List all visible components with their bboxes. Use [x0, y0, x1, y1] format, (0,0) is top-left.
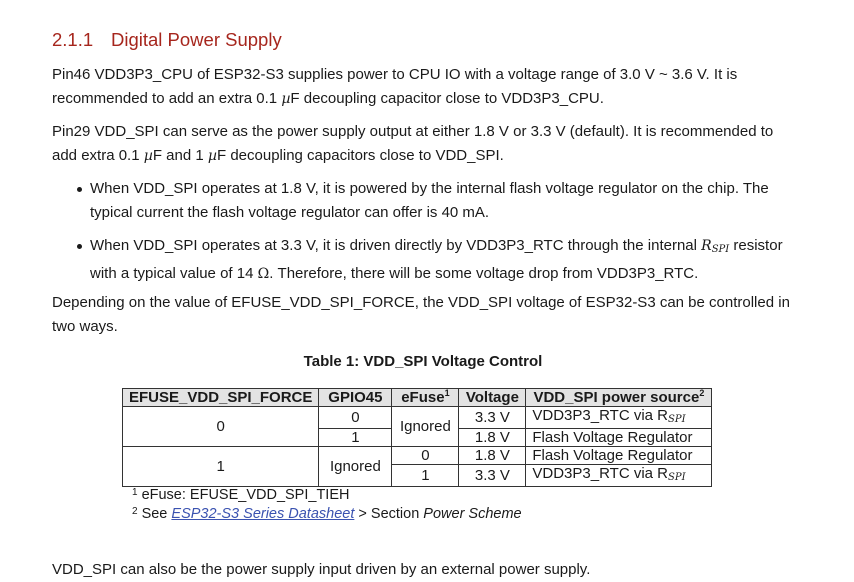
table-row: 1 1.8 V Flash Voltage Regulator [123, 428, 713, 447]
source-cell: VDD3P3_RTC via RSPI [525, 406, 713, 429]
voltage-cell: 3.3 V [458, 464, 527, 487]
table-row: 0 0 Ignored 3.3 V VDD3P3_RTC via RSPI [121, 406, 713, 447]
table-header-row: EFUSE_VDD_SPI_FORCE GPIO45 eFuse1 Voltag… [121, 388, 713, 407]
paragraph-vdd3p3-cpu: Pin46 VDD3P3_CPU of ESP32-S3 supplies po… [52, 66, 738, 107]
table-row: 1 3.3 V VDD3P3_RTC via RSPI [123, 464, 713, 487]
list-item: When VDD_SPI operates at 1.8 V, it is po… [52, 177, 802, 225]
voltage-cell: 1.8 V [458, 428, 527, 447]
header-voltage: Voltage [458, 388, 527, 407]
voltage-cell: 3.3 V [458, 406, 527, 429]
section-title: Digital Power Supply [111, 29, 282, 50]
datasheet-link[interactable]: ESP32-S3 Series Datasheet [171, 506, 355, 522]
gpio-cell: 1 [318, 428, 393, 447]
voltage-cell: 1.8 V [458, 446, 527, 465]
source-cell: Flash Voltage Regulator [525, 428, 713, 447]
table-caption: Table 1: VDD_SPI Voltage Control [303, 353, 543, 370]
header-power-source: VDD_SPI power source2 [525, 388, 713, 407]
source-cell: VDD3P3_RTC via RSPI [525, 464, 713, 487]
footnote-1: 1 eFuse: EFUSE_VDD_SPI_TIEH [132, 487, 350, 503]
table-row: 1 Ignored 0 1.8 V Flash Voltage Regulato… [121, 446, 713, 487]
efuse-cell: Ignored [391, 406, 460, 447]
gpio-cell: Ignored [318, 446, 393, 487]
header-gpio45: GPIO45 [318, 388, 393, 407]
gpio-cell: 0 [318, 406, 393, 429]
bullet-list: When VDD_SPI operates at 1.8 V, it is po… [52, 177, 802, 286]
efuse-cell: 1 [391, 464, 460, 487]
paragraph-vdd-spi: Pin29 VDD_SPI can serve as the power sup… [52, 123, 774, 164]
section-number: 2.1.1 [52, 29, 94, 50]
header-efuse: eFuse1 [391, 388, 460, 407]
header-force: EFUSE_VDD_SPI_FORCE [121, 388, 320, 407]
list-item: When VDD_SPI operates at 3.3 V, it is dr… [52, 234, 802, 286]
vdd-spi-voltage-table: EFUSE_VDD_SPI_FORCE GPIO45 eFuse1 Voltag… [121, 388, 713, 487]
paragraph-efuse-control: Depending on the value of EFUSE_VDD_SPI_… [52, 294, 790, 335]
footnote-2: 2 See ESP32-S3 Series Datasheet > Section… [132, 506, 522, 522]
section-heading: 2.1.1 Digital Power Supply [52, 29, 282, 51]
efuse-cell: 0 [391, 446, 460, 465]
force-cell: 0 [121, 406, 320, 447]
source-cell: Flash Voltage Regulator [525, 446, 713, 465]
force-cell: 1 [121, 446, 320, 487]
paragraph-external-supply: VDD_SPI can also be the power supply inp… [52, 561, 591, 578]
